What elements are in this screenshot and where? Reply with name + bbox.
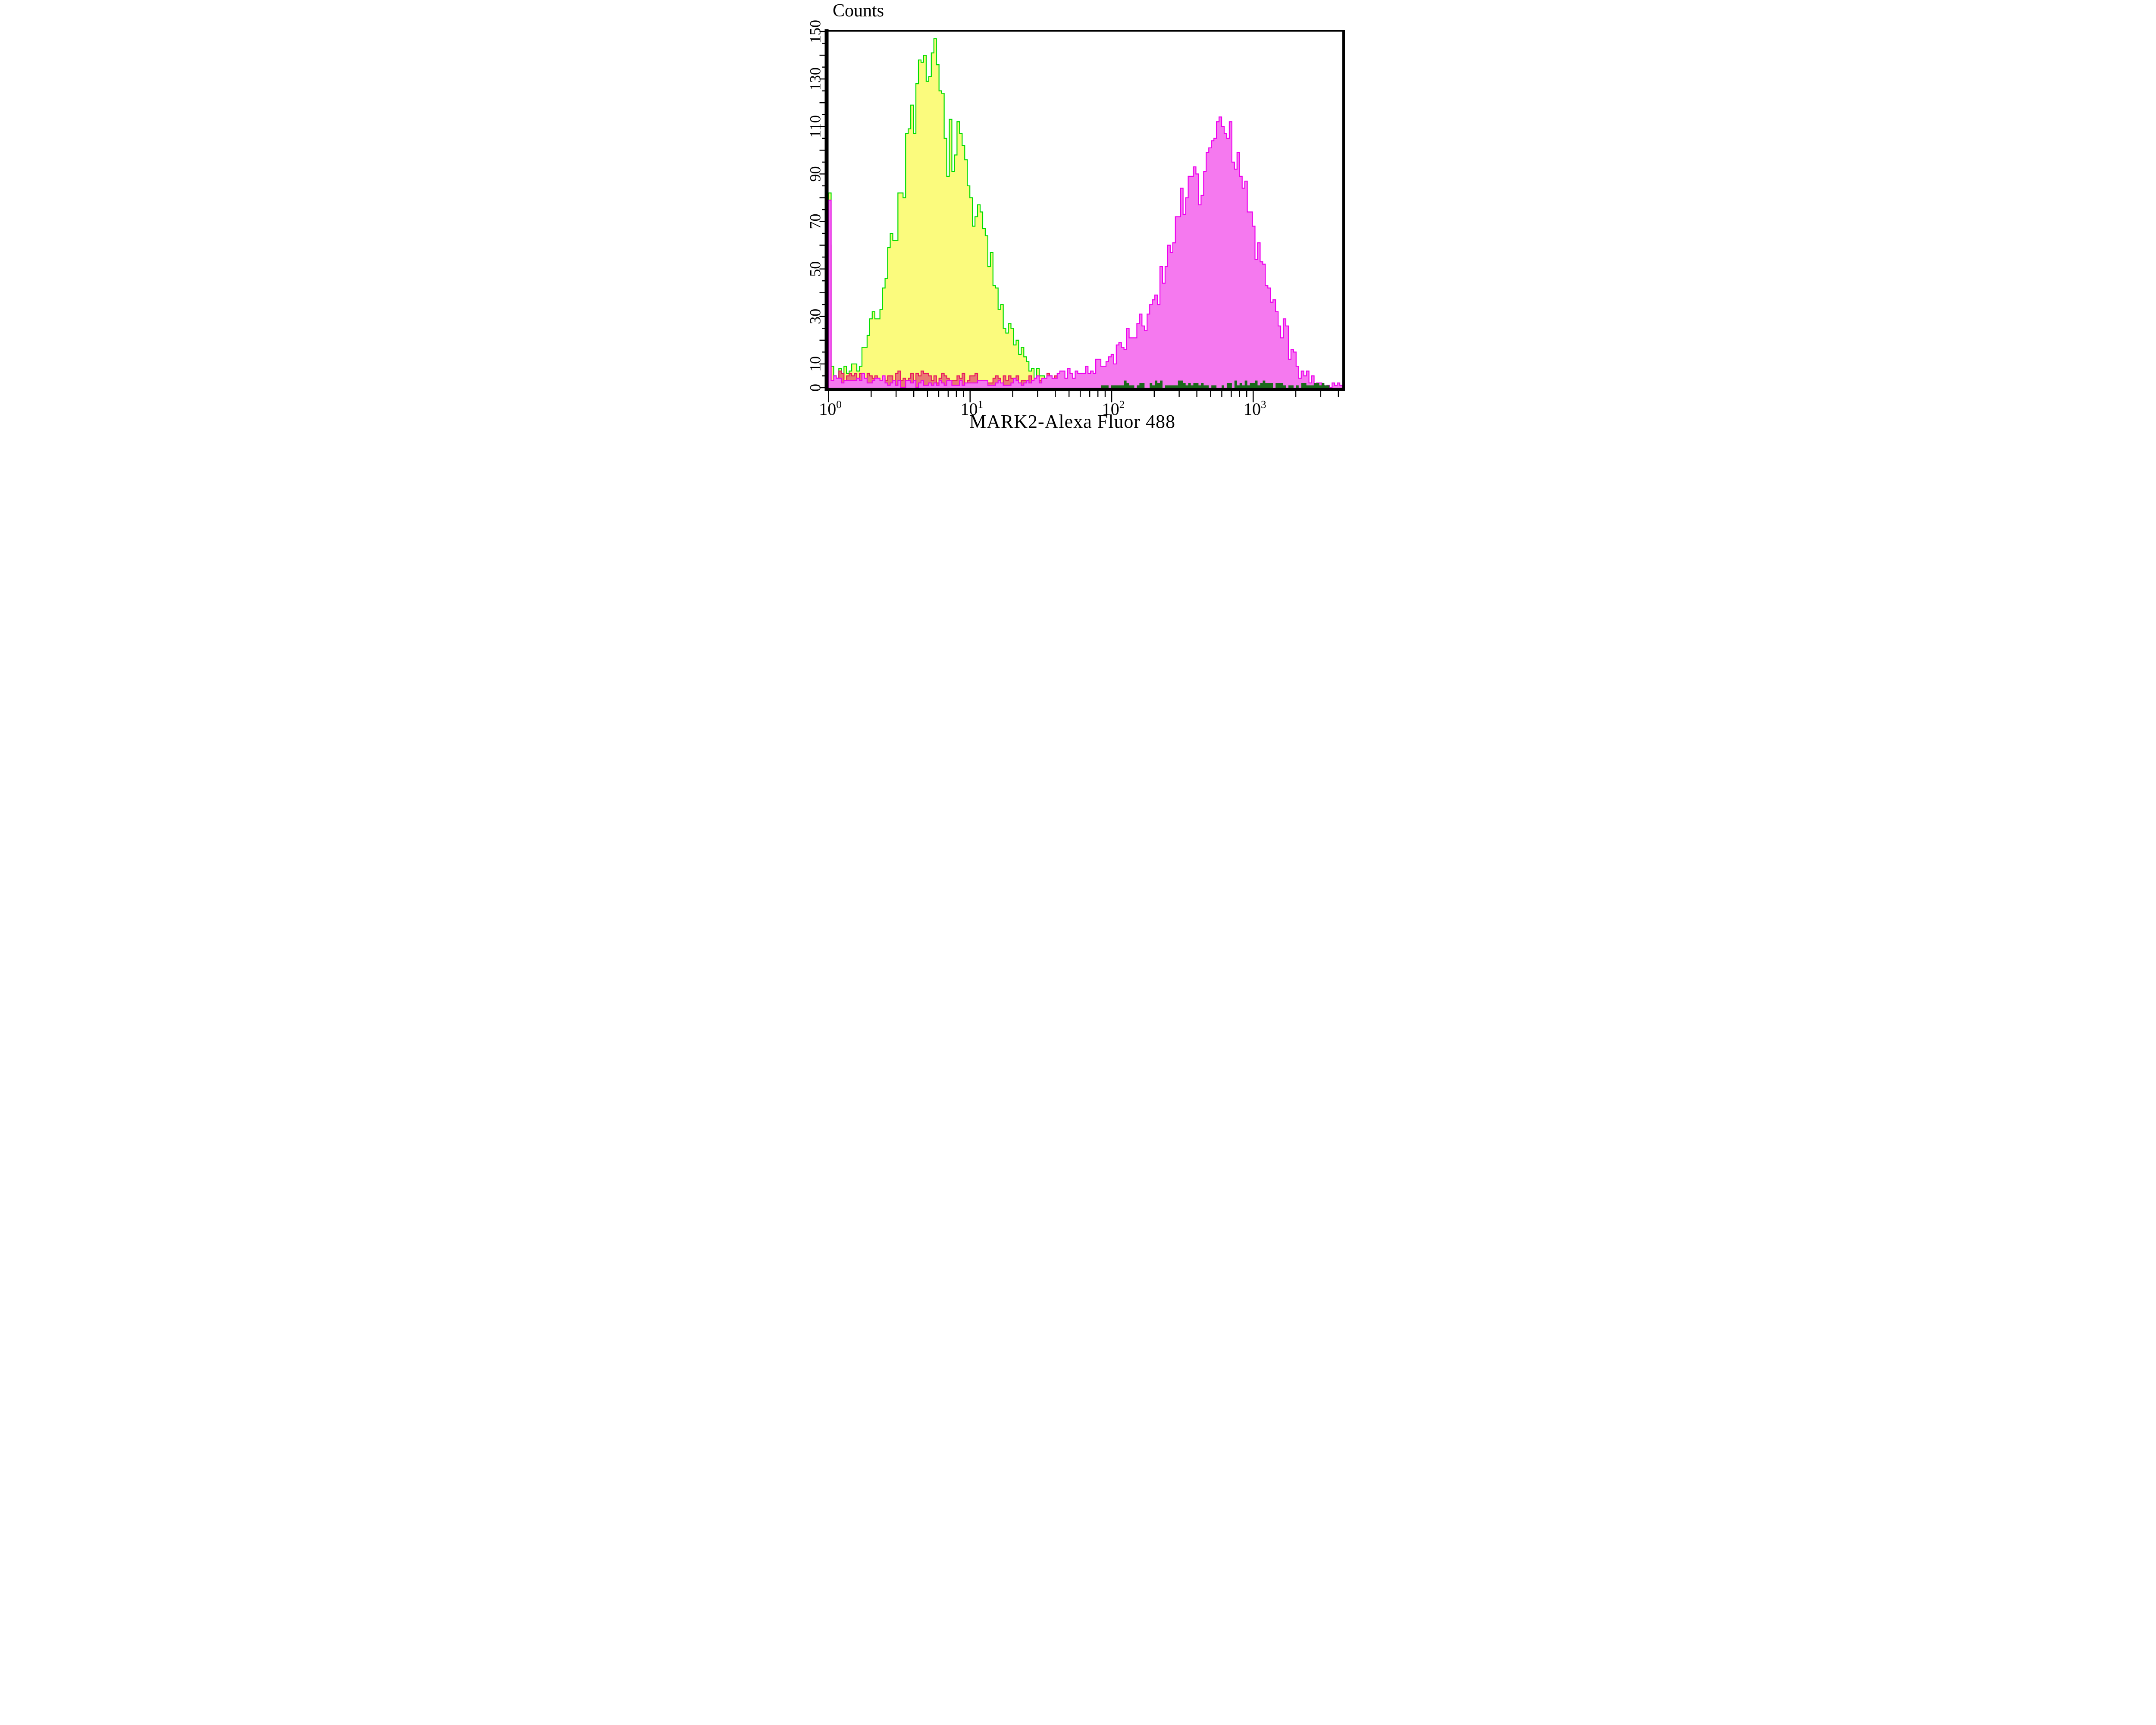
- plot-frame: [824, 29, 1345, 391]
- flow-histogram-canvas: 0 10 30 50 70 90 110 130 150 100 101 102 103 Counts…: [808, 1, 1345, 431]
- x-tick-label-10e3: 103: [1244, 399, 1266, 419]
- series-fill-green-baseline-overlap-darkgreen: [828, 380, 1343, 388]
- y-tick-label-50: 50: [808, 261, 824, 277]
- x-axis-ticks: [828, 391, 1339, 402]
- frame-top: [824, 30, 1345, 32]
- y-axis-tick-labels: 0 10 30 50 70 90 110 130 150: [808, 20, 824, 392]
- y-axis-title: Counts: [833, 1, 884, 21]
- y-tick-label-110: 110: [808, 115, 824, 138]
- y-axis-ticks: [819, 31, 825, 389]
- x-tick-label-10e0: 100: [819, 399, 842, 419]
- y-tick-label-150: 150: [808, 20, 824, 43]
- series-green-baseline-overlap-darkgreen: [828, 380, 1343, 388]
- x-axis-title: MARK2-Alexa Fluor 488: [969, 411, 1175, 431]
- y-tick-label-90: 90: [808, 166, 824, 182]
- y-tick-label-130: 130: [808, 67, 824, 91]
- frame-bottom: [824, 388, 1345, 391]
- y-tick-label-10: 10: [808, 356, 824, 372]
- frame-right: [1342, 30, 1345, 391]
- x-tick-label-10e2: 102: [1102, 399, 1125, 419]
- series-fill-unstained-control-green-yellow: [828, 38, 1343, 388]
- y-tick-label-70: 70: [808, 214, 824, 229]
- y-tick-label-30: 30: [808, 309, 824, 324]
- frame-left: [824, 29, 829, 391]
- series-fill-mark2-stained-magenta-violet: [828, 117, 1343, 388]
- y-tick-label-0: 0: [808, 384, 824, 392]
- flow-cytometry-figure: 0 10 30 50 70 90 110 130 150 100 101 102 103 Counts…: [808, 0, 1348, 431]
- x-tick-label-10e1: 101: [961, 399, 984, 419]
- x-axis-tick-labels: 100 101 102 103: [819, 399, 1266, 419]
